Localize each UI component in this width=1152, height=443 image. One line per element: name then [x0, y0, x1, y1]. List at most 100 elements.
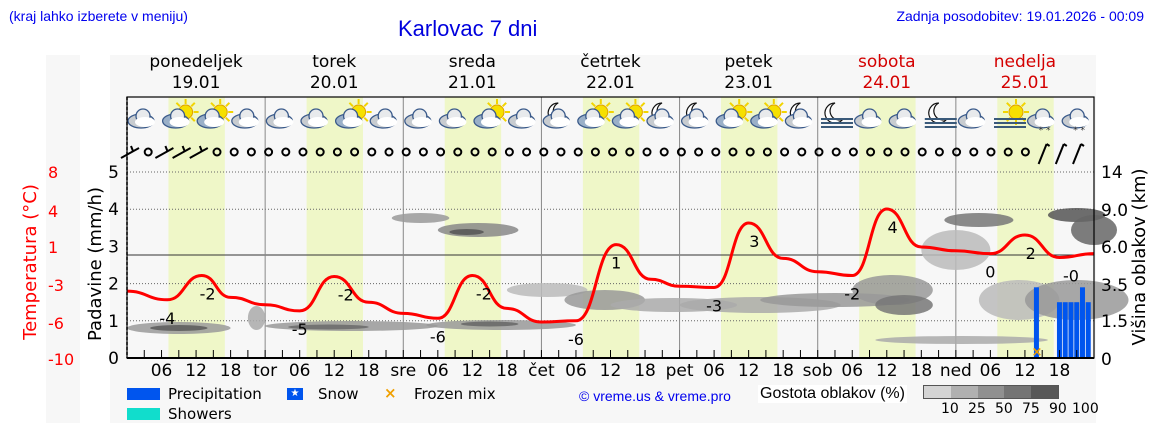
cloudy-icon: [507, 108, 536, 129]
wind-barb-icon: [1037, 143, 1051, 165]
day-label-2: sreda 21.01: [412, 52, 532, 94]
precip-axis-title: Padavine (mm/h): [85, 187, 106, 341]
cloudy-icon: [265, 108, 294, 129]
legend-precipitation: Precipitation: [168, 385, 262, 403]
svg-text:-5: -5: [292, 320, 308, 339]
density-tick: 90: [1049, 401, 1067, 417]
day-label-0: ponedeljek 19.01: [136, 52, 256, 94]
page-title: Karlovac 7 dni: [398, 16, 538, 41]
calm-wind-icon: [745, 147, 755, 157]
calm-wind-icon: [780, 147, 790, 157]
calm-wind-icon: [556, 147, 566, 157]
partly-sunny-icon: [611, 99, 649, 129]
wind-barb-icon: [120, 145, 140, 159]
snow-icon: ★: [287, 388, 303, 400]
svg-text:-2: -2: [476, 285, 492, 304]
calm-wind-icon: [625, 147, 635, 157]
temp-tick: 1: [48, 238, 58, 257]
day-label-4: petek 23.01: [689, 52, 809, 94]
calm-wind-icon: [1003, 147, 1013, 157]
precip-tick: 1: [108, 312, 119, 332]
calm-wind-icon: [384, 147, 394, 157]
density-tick: 10: [941, 401, 959, 417]
wind-barb-icon: [154, 145, 174, 159]
calm-wind-icon: [676, 147, 686, 157]
temp-tick: -3: [48, 276, 64, 295]
x-tick-label: 12: [185, 361, 207, 381]
calm-wind-icon: [728, 147, 738, 157]
day-label-1: torek 20.01: [274, 52, 394, 94]
svg-text:2: 2: [1026, 244, 1036, 263]
precip-tick: 0: [108, 349, 119, 369]
svg-text:-6: -6: [568, 330, 584, 349]
day-name: petek: [724, 52, 773, 72]
calm-wind-icon: [350, 147, 360, 157]
calm-wind-icon: [986, 147, 996, 157]
frozen-mix-icon: ×: [384, 384, 397, 402]
cloud-height-tick: 3.5: [1101, 276, 1128, 296]
wind-barb-icon: [172, 145, 192, 159]
x-tick-label: 18: [358, 361, 380, 381]
partly-sunny-icon: [473, 99, 510, 129]
x-tick-label: sob: [803, 361, 833, 381]
temp-tick: 4: [48, 202, 58, 221]
calm-wind-icon: [659, 147, 669, 157]
cloud-height-tick: 14: [1101, 163, 1123, 183]
calm-wind-icon: [367, 147, 377, 157]
svg-text:-2: -2: [200, 285, 216, 304]
day-name: nedelja: [993, 52, 1057, 72]
temperature-axis-title: Temperatura (°C): [20, 184, 41, 341]
day-date: 20.01: [309, 73, 359, 93]
cloudy-snow-icon: * *: [1061, 108, 1090, 136]
temperature-axis-panel: [46, 55, 80, 423]
calm-wind-icon: [504, 147, 514, 157]
calm-wind-icon: [711, 147, 721, 157]
night-fog-icon: [821, 102, 853, 128]
calm-wind-icon: [246, 147, 256, 157]
x-tick-label: 18: [496, 361, 518, 381]
x-tick-label: tor: [253, 361, 277, 381]
precipitation-bars: ×: [1031, 287, 1091, 360]
x-tick-label: 06: [703, 361, 725, 381]
calm-wind-icon: [453, 147, 463, 157]
calm-wind-icon: [264, 147, 274, 157]
calm-wind-icon: [969, 147, 979, 157]
day-name: sreda: [448, 52, 496, 72]
cloudy-icon: [404, 108, 432, 129]
night-fog-icon: [924, 102, 957, 128]
precip-tick: 5: [108, 163, 119, 183]
x-tick-label: 18: [772, 361, 794, 381]
location-menu-hint: (kraj lahko izberete v meniju): [9, 8, 188, 24]
calm-wind-icon: [470, 147, 480, 157]
temperature-labels: -4 -2 -5 -2 -6 -2 -6 1 -3 3 -2 4 0 2 -0: [159, 218, 1079, 349]
x-tick-label: 12: [462, 361, 484, 381]
svg-text:-2: -2: [338, 285, 354, 304]
cloud-height-tick: 9.0: [1101, 201, 1128, 221]
day-date: 19.01: [171, 73, 221, 93]
showers-swatch: [127, 408, 160, 420]
calm-wind-icon: [590, 147, 600, 157]
calm-wind-icon: [642, 147, 652, 157]
partly-sunny-icon: [750, 99, 787, 129]
svg-text:3: 3: [749, 232, 759, 251]
day-name: ponedeljek: [149, 52, 243, 72]
x-tick-label: 06: [151, 361, 173, 381]
calm-wind-icon: [694, 147, 704, 157]
x-tick-label: 18: [911, 361, 933, 381]
x-tick-label: 06: [841, 361, 863, 381]
calm-wind-icon: [848, 147, 858, 157]
cloud-density-layer: [127, 208, 1129, 344]
svg-text:×: ×: [1031, 345, 1042, 360]
copyright-link[interactable]: © vreme.us & vreme.pro: [579, 388, 731, 404]
x-axis-ticks: 06 12 18 tor 06 12 18 sre 06 12 18 čet 06 12 18 pet 06 12…: [127, 350, 1094, 381]
wind-barb-icon: [189, 145, 209, 159]
svg-text:* *: * *: [1073, 126, 1085, 136]
x-tick-label: 12: [876, 361, 898, 381]
density-tick: 50: [995, 401, 1013, 417]
calm-wind-icon: [797, 147, 807, 157]
calm-wind-icon: [143, 147, 153, 157]
x-tick-label: ned: [940, 361, 972, 381]
day-label-5: sobota 24.01: [827, 52, 947, 94]
calm-wind-icon: [487, 147, 497, 157]
